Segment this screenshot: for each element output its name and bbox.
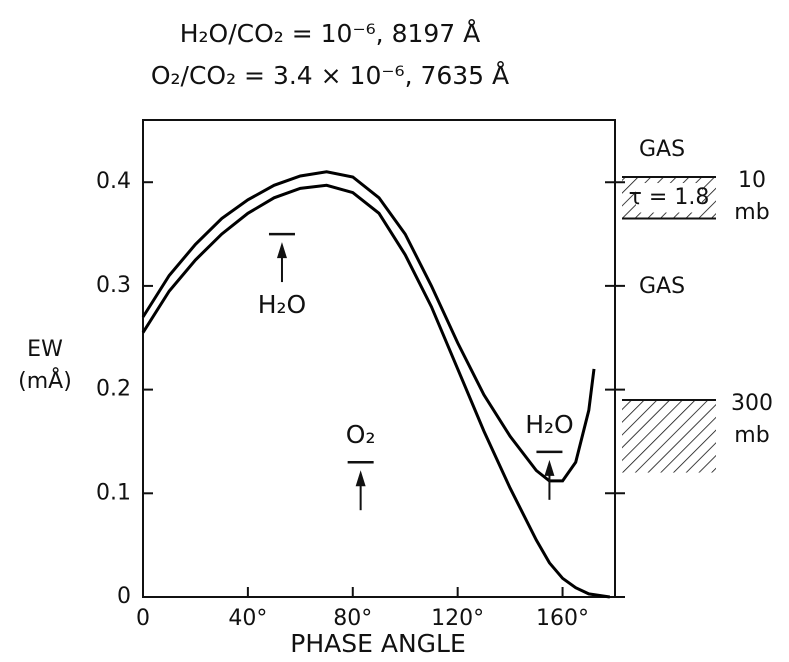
- gas-label: GAS: [639, 274, 685, 299]
- y-tick-label: 0.4: [96, 169, 131, 194]
- x-tick-label: 160°: [536, 606, 589, 631]
- chart-subtitle: O₂/CO₂ = 3.4 × 10⁻⁶, 7635 Å: [151, 61, 509, 90]
- marker-label: O₂: [346, 420, 376, 449]
- x-tick-label: 0: [136, 606, 150, 631]
- marker-arrow-head: [544, 459, 555, 476]
- y-axis-label: EW: [27, 337, 63, 362]
- line: [141, 183, 611, 599]
- marker-arrow-head: [276, 242, 287, 259]
- y-axis-label: (mÅ): [18, 367, 72, 394]
- y-tick-label: 0: [117, 584, 131, 609]
- x-tick-label: 120°: [431, 606, 484, 631]
- layer-label: τ = 1.8: [629, 185, 710, 210]
- gas-label: GAS: [639, 137, 685, 162]
- hatched-layer: [622, 399, 716, 473]
- line: [141, 170, 596, 483]
- y-tick-label: 0.2: [96, 377, 131, 402]
- y-tick-label: 0.3: [96, 273, 131, 298]
- label-bg: [636, 183, 702, 213]
- y-tick-label: 0.1: [96, 480, 131, 505]
- x-tick-label: 80°: [333, 606, 372, 631]
- x-axis-label: PHASE ANGLE: [290, 629, 466, 658]
- pressure-unit: mb: [734, 200, 769, 225]
- marker-label: H₂O: [258, 290, 307, 319]
- marker-label: H₂O: [525, 410, 574, 439]
- plot-frame: [142, 119, 616, 598]
- chart-title: H₂O/CO₂ = 10⁻⁶, 8197 Å: [180, 19, 481, 48]
- x-tick-label: 40°: [228, 606, 267, 631]
- pressure-value: 300: [731, 391, 773, 416]
- pressure-value: 10: [738, 168, 766, 193]
- marker-arrow-head: [355, 470, 366, 487]
- pressure-unit: mb: [734, 423, 769, 448]
